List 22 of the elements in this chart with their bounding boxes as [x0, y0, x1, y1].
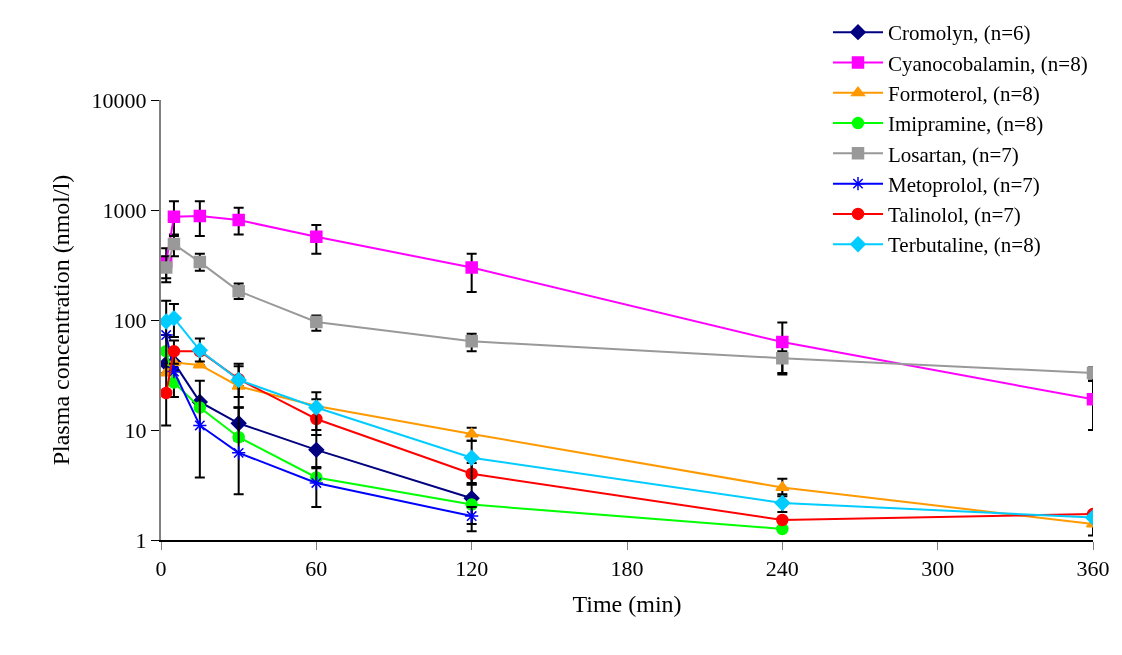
y-tick-label: 100 — [113, 307, 147, 333]
x-tick-label: 360 — [1076, 556, 1110, 582]
y-tick-label: 10000 — [91, 87, 147, 113]
y-axis-title: Plasma concentration (nmol/l) — [48, 174, 75, 466]
x-tick-label: 180 — [610, 556, 644, 582]
y-tick-label: 10 — [124, 417, 147, 443]
legend-label: Imipramine, (n=8) — [888, 112, 1044, 137]
y-tick-label: 1000 — [102, 197, 147, 223]
legend-label: Metoprolol, (n=7) — [888, 172, 1040, 197]
x-axis-title: Time (min) — [572, 590, 682, 617]
y-tick-label: 1 — [135, 527, 147, 553]
legend-label: Cyanocobalamin, (n=8) — [888, 51, 1088, 76]
legend-label: Terbutaline, (n=8) — [888, 233, 1041, 258]
legend-label: Losartan, (n=7) — [888, 142, 1019, 167]
legend-label: Talinolol, (n=7) — [888, 203, 1021, 228]
x-tick-label: 240 — [765, 556, 799, 582]
x-tick-label: 120 — [455, 556, 489, 582]
legend-label: Cromolyn, (n=6) — [888, 21, 1031, 46]
legend-label: Formoterol, (n=8) — [888, 81, 1040, 106]
x-tick-label: 300 — [921, 556, 955, 582]
x-tick-label: 60 — [305, 556, 328, 582]
x-tick-label: 0 — [155, 556, 167, 582]
